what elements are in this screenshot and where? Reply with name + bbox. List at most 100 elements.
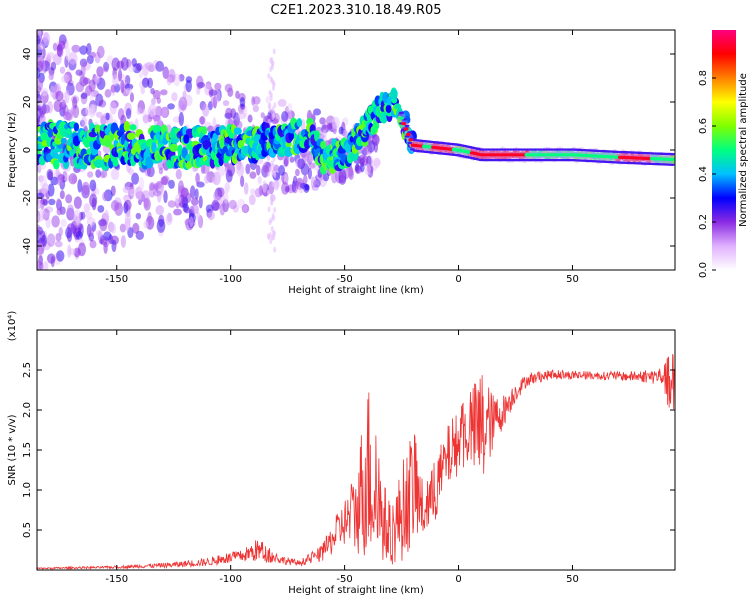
spectrogram-noise-cell bbox=[50, 85, 55, 98]
spectrogram-noise-cell bbox=[46, 253, 56, 264]
spectrogram-noise-cell bbox=[243, 182, 249, 195]
spectrogram-noise-cell bbox=[37, 110, 40, 119]
spectrogram-noise-cell bbox=[71, 44, 81, 53]
spectrogram-streak-cell bbox=[269, 91, 273, 98]
spectrogram-noise-cell bbox=[175, 168, 182, 180]
snr-y-tick-label: 1.0 bbox=[22, 482, 33, 498]
spectrogram-noise-cell bbox=[93, 75, 100, 84]
spectrogram-noise-cell bbox=[42, 261, 49, 270]
spectrogram-noise-cell bbox=[357, 154, 366, 165]
spectrogram-noise-cell bbox=[129, 92, 135, 103]
spectrogram-noise-cell bbox=[37, 194, 40, 205]
spectrogram-noise-cell bbox=[138, 71, 144, 79]
spectrogram-cell bbox=[390, 88, 398, 100]
spectrogram-noise-cell bbox=[66, 204, 75, 218]
spectrogram-noise-cell bbox=[189, 185, 196, 199]
spectrogram-noise-cell bbox=[249, 171, 257, 179]
spectrogram-noise-cell bbox=[65, 46, 71, 61]
spectrogram-noise-cell bbox=[102, 191, 109, 202]
spectrogram-noise-cell bbox=[183, 206, 191, 214]
spectrogram-noise-cell bbox=[51, 215, 60, 228]
colorbar-tick-label: 0.2 bbox=[698, 214, 709, 230]
spectrogram-noise-cell bbox=[131, 172, 140, 185]
spectrogram-noise-cell bbox=[68, 173, 78, 185]
spectrogram-noise-cell bbox=[223, 191, 229, 204]
spectrogram-noise-cell bbox=[287, 103, 293, 113]
spectrogram-edge-cell bbox=[407, 141, 413, 145]
spectrogram-noise-cell bbox=[109, 101, 117, 115]
spectrogram-noise-cell bbox=[60, 218, 67, 228]
spectrogram-noise-cell bbox=[156, 219, 166, 233]
spectrogram-noise-cell bbox=[251, 96, 256, 106]
spectrogram-noise-cell bbox=[189, 216, 194, 228]
spectrogram-streak-cell bbox=[269, 238, 273, 245]
snr-y-axis-label: SNR (10 * v/v) bbox=[7, 414, 18, 485]
spectrogram-noise-cell bbox=[110, 200, 119, 212]
spectrogram-core-cell bbox=[399, 116, 404, 120]
spectrogram-noise-cell bbox=[124, 211, 132, 226]
spectrogram-cell bbox=[385, 104, 392, 114]
spectrogram-noise-cell bbox=[54, 240, 63, 248]
spectrogram-y-tick-label: -20 bbox=[22, 190, 33, 206]
spectrogram-core-cell bbox=[672, 158, 675, 162]
snr-y-tick-label: 2.5 bbox=[22, 362, 33, 378]
spectrogram-noise-cell bbox=[255, 164, 261, 176]
colorbar: 0.0 0.2 0.4 0.6 0.8 Normalized spectral ampl… bbox=[698, 30, 749, 278]
spectrogram-noise-cell bbox=[37, 43, 46, 50]
spectrogram-noise-cell bbox=[90, 104, 98, 116]
spectrogram-cell bbox=[129, 124, 137, 131]
spectrogram-noise-cell bbox=[37, 224, 41, 232]
spectrogram-noise-cell bbox=[85, 105, 92, 116]
spectrogram-streak-cell bbox=[268, 219, 272, 226]
snr-x-tick-label: 50 bbox=[566, 574, 579, 585]
spectrogram-edge-cell bbox=[669, 153, 675, 156]
spectrogram-cell bbox=[112, 159, 119, 167]
spectrogram-noise-cell bbox=[191, 204, 199, 215]
spectrogram-noise-cell bbox=[152, 89, 161, 100]
spectrogram-noise-cell bbox=[144, 62, 154, 70]
spectrogram-noise-cell bbox=[75, 69, 83, 76]
spectrogram-noise-cell bbox=[52, 42, 58, 51]
spectrogram-noise-cell bbox=[289, 156, 295, 163]
spectrogram-streak-cell bbox=[273, 246, 277, 253]
spectrogram-noise-cell bbox=[46, 233, 56, 247]
snr-panel: -150 -100 -50 0 50 0.5 1.0 1.5 2.0 2.5 Height of… bbox=[7, 311, 676, 596]
spectrogram-noise-cell bbox=[211, 176, 218, 184]
spectrogram-noise-cell bbox=[90, 51, 96, 58]
spectrogram-streak-cell bbox=[270, 77, 274, 84]
spectrogram-noise-cell bbox=[46, 168, 54, 181]
spectrogram-noise-cell bbox=[132, 222, 140, 234]
spectrogram-noise-cell bbox=[127, 65, 136, 73]
spectrogram-noise-cell bbox=[67, 244, 72, 258]
spectrogram-noise-cell bbox=[257, 176, 262, 185]
spectrogram-noise-cell bbox=[247, 114, 253, 123]
spectrogram-streak-cell bbox=[271, 84, 275, 91]
spectrogram-streak-cell bbox=[271, 106, 275, 113]
spectrogram-cell bbox=[94, 159, 103, 169]
spectrogram-noise-cell bbox=[62, 111, 72, 121]
spectrogram-noise-cell bbox=[37, 229, 42, 237]
snr-x-tick-label: -100 bbox=[219, 574, 242, 585]
spectrogram-noise-cell bbox=[136, 107, 142, 115]
spectrogram-noise-cell bbox=[89, 227, 94, 237]
spectrogram-noise-cell bbox=[112, 74, 119, 87]
spectrogram-noise-cell bbox=[146, 165, 155, 178]
spectrogram-noise-cell bbox=[81, 116, 87, 128]
spectrogram-noise-cell bbox=[73, 196, 82, 209]
spectrogram-noise-cell bbox=[212, 117, 217, 131]
spectrogram-x-tick-label: -50 bbox=[336, 274, 352, 285]
spectrogram-noise-cell bbox=[178, 112, 185, 126]
spectrogram-core-cell bbox=[403, 127, 409, 131]
spectrogram-noise-cell bbox=[310, 176, 316, 189]
spectrogram-noise-cell bbox=[160, 176, 168, 185]
spectrogram-x-tick-label: -150 bbox=[105, 274, 128, 285]
spectrogram-noise-cell bbox=[198, 116, 206, 125]
spectrogram-noise-cell bbox=[156, 97, 162, 104]
spectrogram-cell bbox=[314, 130, 320, 142]
spectrogram-noise-cell bbox=[338, 126, 344, 135]
spectrogram-cell bbox=[66, 127, 72, 136]
spectrogram-noise-cell bbox=[307, 167, 312, 180]
spectrogram-cell bbox=[233, 127, 242, 135]
spectrogram-noise-cell bbox=[37, 259, 42, 270]
spectrogram-noise-cell bbox=[111, 239, 117, 253]
